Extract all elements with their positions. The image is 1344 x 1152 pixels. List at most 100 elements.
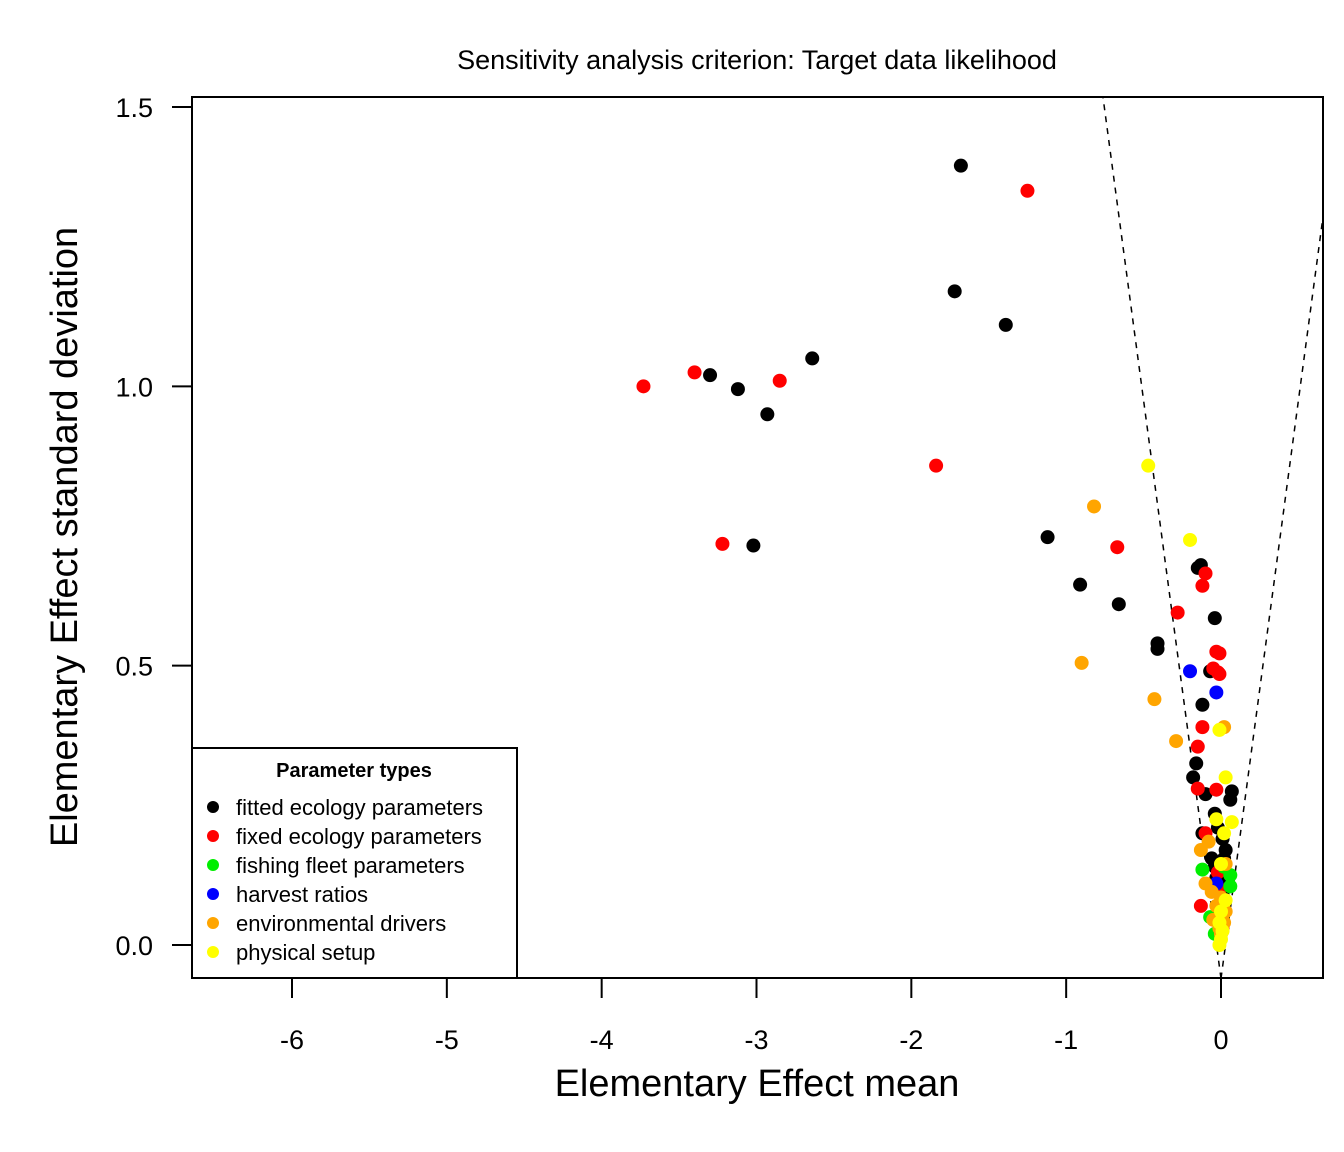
y-axis: 0.0 0.5 1.0 1.5 [115,93,193,961]
data-point [947,284,962,299]
legend-marker [207,830,219,842]
y-tick-label: 0.5 [115,652,153,682]
data-point [1209,685,1224,700]
data-point [746,538,761,553]
legend-label: physical setup [236,940,375,965]
x-tick-label: -6 [280,1025,304,1055]
data-point [1218,893,1233,908]
legend-label: fitted ecology parameters [236,795,483,820]
data-point [953,158,968,173]
data-point [1223,792,1238,807]
data-points [636,158,1239,952]
data-point [1198,566,1213,581]
data-point [1195,578,1210,593]
data-point [703,368,718,383]
y-axis-label: Elementary Effect standard deviation [44,227,86,847]
legend-label: fishing fleet parameters [236,853,465,878]
data-point [1183,664,1198,679]
x-axis: -6 -5 -4 -3 -2 -1 0 [280,977,1229,1055]
x-tick-label: 0 [1213,1025,1228,1055]
series-env [1074,499,1233,941]
data-point [1195,720,1210,735]
x-tick-label: -1 [1054,1025,1078,1055]
legend-title: Parameter types [276,760,432,782]
legend-marker [207,801,219,813]
data-point [1169,734,1184,749]
data-point [1214,856,1228,871]
data-point [1207,611,1222,626]
legend-entry-fixed: fixed ecology parameters [207,824,482,849]
data-point [1201,834,1216,849]
data-point [1141,458,1156,473]
data-point [1040,530,1055,545]
legend-label: environmental drivers [236,911,446,936]
data-point [1214,904,1228,919]
data-point [1020,183,1035,198]
series-harvest [1183,664,1224,891]
data-point [1223,868,1238,883]
legend-marker [207,859,219,871]
data-point [1195,697,1210,712]
legend-marker [207,888,219,900]
data-point [1111,597,1126,612]
data-point [1150,641,1165,656]
legend-entry-harvest: harvest ratios [207,882,368,907]
reference-line-right [1220,211,1323,978]
series-physical [1141,458,1239,952]
x-tick-label: -5 [435,1025,459,1055]
data-point [1212,646,1227,661]
series-fixed [636,183,1230,936]
data-point [772,373,787,388]
data-point [1212,722,1227,737]
chart-title: Sensitivity analysis criterion: Target d… [457,45,1057,75]
data-point [1217,826,1232,841]
data-point [1087,499,1102,514]
data-point [1209,782,1224,797]
data-point [1218,770,1233,785]
legend: Parameter types fitted ecology parameter… [191,747,518,979]
legend-entry-env: environmental drivers [207,911,446,936]
legend-entry-fleet: fishing fleet parameters [207,853,465,878]
data-point [1212,938,1227,952]
legend-box [191,747,518,979]
y-tick-label: 0.0 [115,931,153,961]
data-point [1170,605,1185,620]
data-point [1189,756,1204,771]
legend-entry-physical: physical setup [207,940,375,965]
data-point [998,317,1013,332]
data-point [1224,815,1239,830]
data-point [1195,862,1210,877]
data-point [1073,577,1088,592]
legend-marker [207,917,219,929]
x-axis-label: Elementary Effect mean [555,1063,960,1105]
legend-label: fixed ecology parameters [236,824,482,849]
data-point [1190,739,1205,754]
x-tick-label: -3 [744,1025,768,1055]
data-point [1147,692,1162,707]
data-point [1212,667,1227,682]
data-point [1074,655,1089,670]
data-point [636,379,651,394]
data-point [1193,898,1208,913]
x-tick-label: -2 [899,1025,923,1055]
data-point [730,382,745,397]
data-point [805,351,820,366]
x-tick-label: -4 [590,1025,614,1055]
data-point [715,536,730,551]
y-tick-label: 1.5 [115,93,153,123]
series-fitted [703,158,1239,919]
data-point [687,365,702,380]
data-point [1183,532,1198,547]
data-point [760,407,775,422]
data-point [1186,770,1201,785]
data-point [1190,781,1205,796]
legend-label: harvest ratios [236,882,368,907]
legend-entry-fitted: fitted ecology parameters [207,795,483,820]
legend-marker [207,946,219,958]
data-point [1223,879,1238,894]
data-point [929,458,944,473]
y-tick-label: 1.0 [115,372,153,402]
data-point [1209,812,1224,827]
data-point [1110,540,1125,555]
